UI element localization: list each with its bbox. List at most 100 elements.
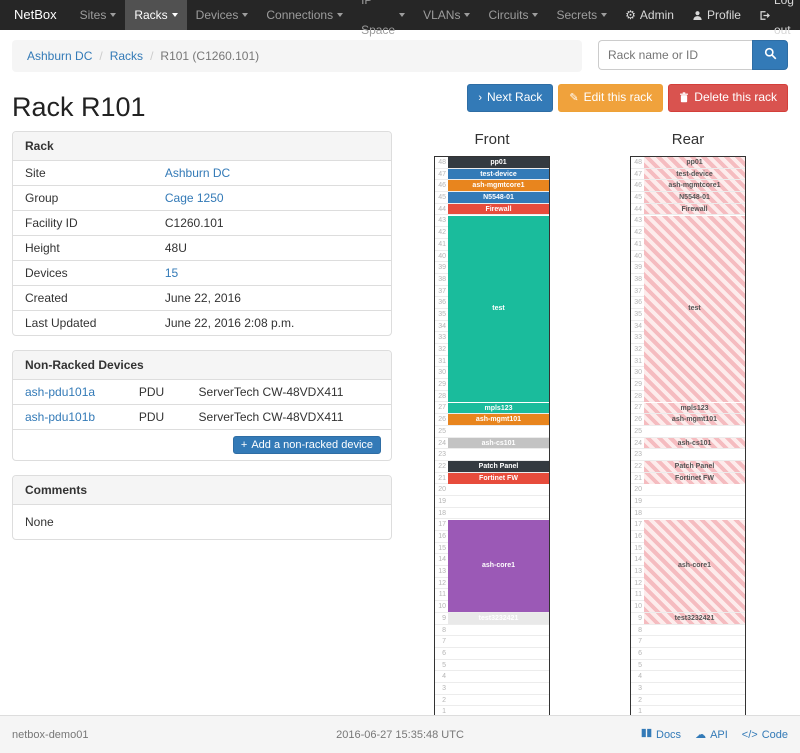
info-value-link[interactable]: Cage 1250 xyxy=(164,191,224,205)
rack-device-ash-mgmtcore1[interactable]: ash-mgmtcore1 xyxy=(644,180,745,192)
device-name-cell: ash-pdu101a xyxy=(13,380,127,405)
code-link[interactable]: </> Code xyxy=(742,728,788,741)
rack-device-n5548-01[interactable]: N5548-01 xyxy=(448,192,549,203)
next-rack-button[interactable]: › Next Rack xyxy=(467,84,554,112)
rack-device-ash-mgmt101[interactable]: ash-mgmt101 xyxy=(644,414,745,426)
unit-number: 12 xyxy=(438,579,446,587)
admin-link[interactable]: ⚙ Admin xyxy=(616,0,683,30)
chevron-down-icon xyxy=(110,13,117,17)
info-value: 48U xyxy=(152,235,391,261)
rack-device-ash-mgmt101[interactable]: ash-mgmt101 xyxy=(448,414,549,426)
rack-device-n5548-01[interactable]: N5548-01 xyxy=(644,192,745,203)
rack-device-test-device[interactable]: test-device xyxy=(448,168,549,180)
rack-actions: › Next Rack ✎ Edit this rack Delete this… xyxy=(467,84,788,112)
unit-number: 28 xyxy=(438,392,446,400)
rack-device-patch-panel[interactable]: Patch Panel xyxy=(644,461,745,472)
rack-info-row: Group Cage 1250 xyxy=(13,185,391,211)
unit-number: 3 xyxy=(442,684,446,692)
rack-device-firewall[interactable]: Firewall xyxy=(448,203,549,215)
breadcrumb-item[interactable]: Racks xyxy=(109,49,144,63)
app-brand[interactable]: NetBox xyxy=(14,7,57,22)
unit-number: 26 xyxy=(438,416,446,424)
profile-link[interactable]: Profile xyxy=(683,0,750,30)
search-input[interactable] xyxy=(598,40,752,70)
rack-device-test3232421[interactable]: test3232421 xyxy=(644,613,745,624)
rack-device-firewall[interactable]: Firewall xyxy=(644,203,745,215)
rack-device-ash-core1[interactable]: ash-core1 xyxy=(448,519,549,613)
rack-device-test3232421[interactable]: test3232421 xyxy=(448,613,549,624)
rack-device-mpls123[interactable]: mpls123 xyxy=(644,402,745,414)
rack-device-test-device[interactable]: test-device xyxy=(644,168,745,180)
breadcrumb-item[interactable]: Ashburn DC xyxy=(27,49,93,63)
empty-unit xyxy=(644,636,745,647)
unit-number: 13 xyxy=(634,568,642,576)
unit-number: 13 xyxy=(438,568,446,576)
logout-link[interactable]: Log out xyxy=(750,0,800,37)
empty-unit xyxy=(448,625,549,636)
rack-unit-row: 4 xyxy=(435,671,549,683)
nav-item-circuits[interactable]: Circuits xyxy=(479,0,547,30)
nav-item-connections[interactable]: Connections xyxy=(257,0,352,30)
chevron-down-icon xyxy=(532,13,539,17)
empty-unit xyxy=(644,484,745,495)
rack-device-patch-panel[interactable]: Patch Panel xyxy=(448,461,549,472)
add-nonracked-device-button[interactable]: + Add a non-racked device xyxy=(232,436,381,454)
breadcrumb-row: Ashburn DC / Racks / R101 (C1260.101) xyxy=(0,30,800,72)
nav-item-racks[interactable]: Racks xyxy=(125,0,187,30)
rack-device-ash-cs101[interactable]: ash-cs101 xyxy=(448,437,549,449)
rack-unit-row: 21 xyxy=(435,473,549,485)
rack-device-mpls123[interactable]: mpls123 xyxy=(448,402,549,414)
api-link[interactable]: ☁ API xyxy=(695,728,728,742)
unit-number: 2 xyxy=(442,696,446,704)
nav-item-ip-space[interactable]: IP Space xyxy=(352,0,414,37)
unit-number: 20 xyxy=(438,486,446,494)
unit-number: 29 xyxy=(634,381,642,389)
unit-number: 32 xyxy=(438,346,446,353)
nav-item-vlans[interactable]: VLANs xyxy=(414,0,479,30)
rack-unit-row: 2 xyxy=(631,695,745,707)
comments-body: None xyxy=(25,515,54,529)
chevron-down-icon xyxy=(399,13,406,17)
info-value-link[interactable]: Ashburn DC xyxy=(164,166,231,180)
unit-number: 45 xyxy=(438,194,446,202)
nav-item-label: IP Space xyxy=(361,0,396,37)
rack-unit-row: 47 xyxy=(435,169,549,181)
rack-device-ash-cs101[interactable]: ash-cs101 xyxy=(644,437,745,449)
search-button[interactable] xyxy=(752,40,788,70)
rack-device-fortinet-fw[interactable]: Fortinet FW xyxy=(448,472,549,484)
rack-device-pp01[interactable]: pp01 xyxy=(644,157,745,168)
empty-unit xyxy=(644,426,745,437)
unit-number: 24 xyxy=(634,439,642,447)
nav-item-secrets[interactable]: Secrets xyxy=(547,0,616,30)
rack-unit-row: 25 xyxy=(631,426,745,438)
delete-rack-button[interactable]: Delete this rack xyxy=(668,84,788,112)
rack-device-pp01[interactable]: pp01 xyxy=(448,157,549,168)
edit-rack-button[interactable]: ✎ Edit this rack xyxy=(558,84,664,112)
device-name-link[interactable]: ash-pdu101b xyxy=(25,410,96,424)
unit-number: 41 xyxy=(438,240,446,248)
empty-unit xyxy=(448,695,549,706)
empty-unit xyxy=(448,426,549,437)
nav-item-devices[interactable]: Devices xyxy=(187,0,258,30)
rear-title: Rear xyxy=(671,131,705,148)
nonracked-panel: Non-Racked Devices ash-pdu101a PDU ServerT… xyxy=(12,350,392,461)
rack-unit-row: 3 xyxy=(631,683,745,695)
empty-unit xyxy=(448,671,549,682)
rack-device-fortinet-fw[interactable]: Fortinet FW xyxy=(644,472,745,484)
unit-number: 7 xyxy=(638,638,642,646)
device-name-link[interactable]: ash-pdu101a xyxy=(25,385,96,399)
info-value-link[interactable]: 15 xyxy=(164,266,179,280)
docs-link[interactable]: Docs xyxy=(641,728,681,741)
rack-info-row: Last Updated June 22, 2016 2:08 p.m. xyxy=(13,310,391,335)
rack-device-ash-core1[interactable]: ash-core1 xyxy=(644,519,745,613)
rack-device-test[interactable]: test xyxy=(644,215,745,402)
rack-device-test[interactable]: test xyxy=(448,215,549,402)
nav-item-sites[interactable]: Sites xyxy=(71,0,126,30)
footer-timestamp: 2016-06-27 15:35:48 UTC xyxy=(336,728,464,741)
rack-unit-row: 6 xyxy=(435,648,549,660)
rack-device-ash-mgmtcore1[interactable]: ash-mgmtcore1 xyxy=(448,180,549,192)
rack-unit-row: 48 xyxy=(631,157,745,169)
nav-item-label: Sites xyxy=(79,8,107,22)
unit-number: 16 xyxy=(438,533,446,540)
unit-number: 33 xyxy=(634,334,642,342)
